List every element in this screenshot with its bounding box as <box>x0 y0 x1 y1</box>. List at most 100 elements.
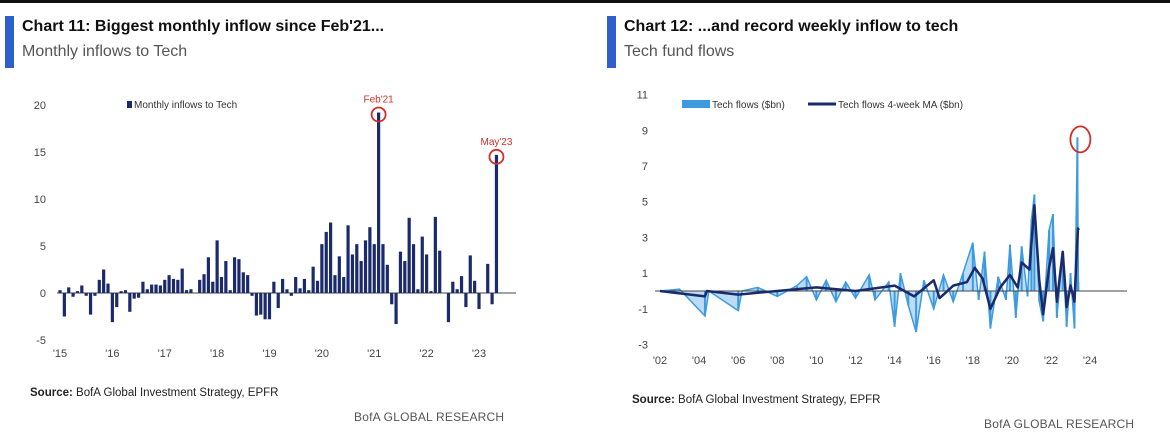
bar <box>211 281 215 293</box>
bar <box>198 279 202 293</box>
x-tick-label: '12 <box>848 355 862 367</box>
x-tick-label: '10 <box>809 355 823 367</box>
bar <box>473 280 477 293</box>
bar <box>254 293 259 316</box>
bar <box>307 290 311 293</box>
bar <box>446 293 451 323</box>
bar <box>119 291 123 293</box>
chart-11-panel: Chart 11: Biggest monthly inflow since F… <box>5 16 504 424</box>
y-tick-label: 1 <box>642 268 648 280</box>
bar <box>224 261 228 293</box>
y-tick-label: 3 <box>642 232 648 244</box>
bar <box>302 278 307 293</box>
bar <box>416 289 420 293</box>
brand-footer: BofA GLOBAL RESEARCH <box>984 417 1135 431</box>
y-tick-label: 5 <box>642 197 648 209</box>
legend-label: Tech flows ($bn) <box>712 100 785 111</box>
bar <box>403 261 407 293</box>
bar <box>333 275 337 293</box>
x-tick-label: '17 <box>158 348 172 360</box>
x-tick-label: '15 <box>53 348 67 360</box>
bar <box>75 291 80 293</box>
bar <box>276 293 280 309</box>
bar <box>285 289 289 293</box>
bar <box>280 278 285 293</box>
legend-label: Monthly inflows to Tech <box>134 100 237 111</box>
y-tick-label: 7 <box>642 161 648 173</box>
x-tick-label: '23 <box>472 348 486 360</box>
chart-source: Source: BofA Global Investment Strategy,… <box>632 394 880 406</box>
bar <box>115 293 119 308</box>
chart-title: Chart 11: Biggest monthly inflow since F… <box>22 18 385 35</box>
bar <box>433 216 437 293</box>
legend-swatch-flows <box>682 100 710 108</box>
bar <box>494 154 499 293</box>
bar <box>154 284 158 293</box>
bar <box>350 254 355 293</box>
bar <box>425 254 429 293</box>
bar <box>289 293 293 296</box>
flows-line <box>659 137 1080 333</box>
bar <box>97 279 101 293</box>
bar <box>342 277 346 293</box>
bar <box>359 261 363 293</box>
bar <box>377 112 381 294</box>
bar <box>259 293 263 315</box>
x-tick-label: '14 <box>887 355 901 367</box>
bar <box>398 251 403 293</box>
bar <box>394 293 398 325</box>
y-tick-label: 15 <box>34 147 46 159</box>
y-tick-label: 9 <box>642 125 648 137</box>
chart-source: Source: BofA Global Investment Strategy,… <box>30 387 278 399</box>
bar <box>189 289 193 293</box>
chart-12-panel: Chart 12: ...and record weekly inflow to… <box>585 0 1170 445</box>
x-tick-label: '21 <box>367 348 381 360</box>
bar <box>315 280 320 293</box>
x-tick-label: '16 <box>927 355 941 367</box>
title-accent-bar <box>5 16 14 68</box>
bar <box>346 225 350 293</box>
highlight-circle <box>488 148 505 165</box>
bar <box>84 293 88 296</box>
bar <box>215 240 219 293</box>
bar <box>67 287 71 293</box>
bar <box>390 293 394 305</box>
bar <box>206 257 210 293</box>
bar <box>167 275 171 293</box>
y-tick-label: 20 <box>34 100 46 112</box>
bar <box>158 285 162 293</box>
bar <box>128 293 132 312</box>
bar <box>141 281 145 293</box>
bar <box>411 244 416 293</box>
bar <box>298 288 302 293</box>
x-tick-label: '20 <box>1005 355 1019 367</box>
source-text: BofA Global Investment Strategy, EPFR <box>678 394 881 406</box>
bar <box>420 236 424 293</box>
bar <box>355 244 359 293</box>
bar <box>184 290 189 293</box>
bar <box>372 244 376 293</box>
bar <box>145 289 149 293</box>
x-tick-label: '24 <box>1083 355 1097 367</box>
highlight-circle <box>370 106 387 123</box>
x-tick-label: '06 <box>731 355 745 367</box>
bar <box>71 293 75 297</box>
bar <box>110 293 114 323</box>
x-tick-label: '20 <box>315 348 329 360</box>
bar <box>267 293 272 320</box>
legend-swatch <box>127 101 132 108</box>
source-text: BofA Global Investment Strategy, EPFR <box>76 387 279 399</box>
y-tick-label: 0 <box>40 288 46 300</box>
bar <box>486 263 490 293</box>
y-tick-label: -1 <box>638 304 648 316</box>
top-border <box>0 0 1170 3</box>
bar <box>202 274 206 293</box>
bar <box>363 240 368 293</box>
y-tick-label: -3 <box>638 340 648 352</box>
x-tick-label: '16 <box>105 348 119 360</box>
bar <box>93 293 97 296</box>
source-label: Source: <box>632 394 675 406</box>
bar <box>180 268 184 293</box>
bar <box>385 264 389 293</box>
